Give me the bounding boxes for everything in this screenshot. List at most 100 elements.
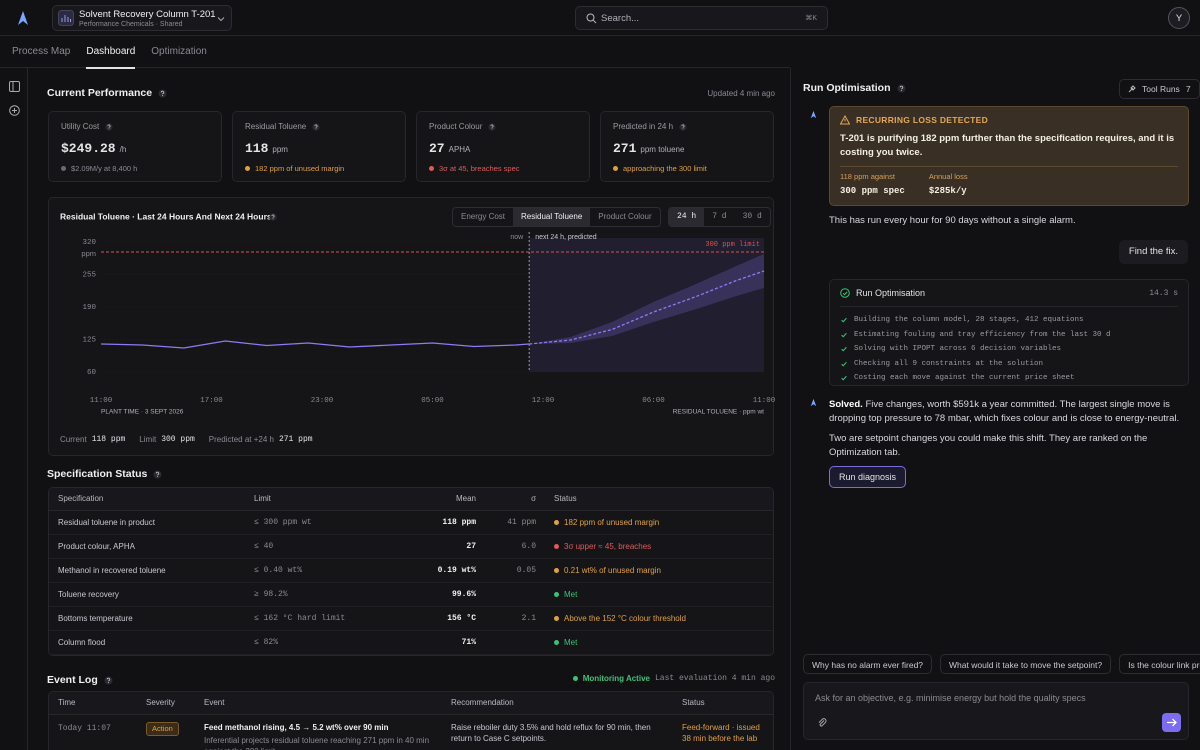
tool-runs[interactable]: Tool Runs 7 <box>1119 79 1200 99</box>
summary-label: Predicted at +24 h <box>208 435 274 444</box>
sigma-value: 0.05 <box>516 565 536 575</box>
summary-item: Predicted at +24 h 271 ppm <box>209 435 313 444</box>
chevron <box>217 17 225 22</box>
chart-card: Residual Toluene · Last 24 Hours And Nex… <box>48 197 775 456</box>
tool-card: Run Optimisation 14.3 s Building the col… <box>829 279 1189 386</box>
toggle[interactable]: Residual Toluene <box>513 208 591 226</box>
y-tick-label: 255 <box>82 271 96 279</box>
kpi-value: 27 APHA <box>429 141 577 156</box>
help-icon[interactable] <box>104 676 113 685</box>
send-button[interactable] <box>1162 713 1181 732</box>
spec-status: 0.21 wt% of unused margin <box>545 558 773 583</box>
spec-status: 3σ upper ≈ 45, breaches <box>545 534 773 559</box>
status-text: 3σ upper ≈ 45, breaches <box>564 541 652 551</box>
tool-runs-label: Tool Runs <box>1142 84 1180 94</box>
check-icon <box>840 374 848 382</box>
spec-mean: 99.6% <box>395 582 485 607</box>
range[interactable]: 7 d <box>712 212 727 221</box>
spec-name: Toluene recovery <box>49 582 245 607</box>
add-icon[interactable] <box>9 105 20 116</box>
spec-name: Bottoms temperature <box>49 606 245 631</box>
toggle[interactable]: Product Colour <box>598 212 652 221</box>
forecast-label: next 24 h, predicted <box>535 234 597 241</box>
suggestion[interactable]: Why has no alarm ever fired? <box>803 654 933 674</box>
data-line <box>100 340 530 349</box>
kpi-unit: ppm <box>272 145 288 154</box>
attach-icon[interactable] <box>817 717 827 728</box>
spec-row: Bottoms temperature ≤ 162 °C hard limit 15… <box>49 606 773 631</box>
spec-row: Methanol in recovered toluene ≤ 0.40 wt% 0… <box>49 558 773 583</box>
search-box[interactable]: Search... ⌘K <box>575 6 828 30</box>
section-title: Current Performance <box>47 87 167 99</box>
help-icon[interactable] <box>897 84 906 93</box>
forecast-band <box>529 254 764 344</box>
spec-name: Product colour, APHA <box>49 534 245 559</box>
spec-sigma <box>485 582 545 607</box>
spec-mean: 118 ppm <box>395 510 485 535</box>
alert-stat: Annual loss $285k/y <box>929 172 968 196</box>
tab[interactable]: Optimization <box>151 46 207 57</box>
suggestion[interactable]: What would it take to move the setpoint? <box>940 654 1112 674</box>
avatar[interactable]: Y <box>1168 7 1190 29</box>
help-icon[interactable] <box>158 89 167 98</box>
spec-limit: ≤ 300 ppm wt <box>245 510 395 535</box>
kpi-unit: APHA <box>448 145 471 154</box>
toggle[interactable]: Energy Cost <box>461 212 506 221</box>
y-unit: ppm <box>81 249 96 258</box>
spec-limit: ≤ 0.40 wt% <box>245 558 395 583</box>
chart-summary: Current 118 ppm Limit 300 ppm Predicted at +… <box>60 435 313 444</box>
y-tick-label: 320 <box>82 239 96 247</box>
sigma-value: 41 ppm <box>507 517 536 527</box>
stat-label: Annual loss <box>928 172 968 181</box>
tool-header: Run Optimisation 14.3 s <box>840 288 1178 298</box>
chat-input[interactable]: Ask for an objective, e.g. minimise ener… <box>803 682 1189 740</box>
stat-value: $285k/y <box>928 186 967 196</box>
project-selector[interactable]: Solvent Recovery Column T-201 Performanc… <box>52 5 232 31</box>
range[interactable]: 30 d <box>742 212 762 221</box>
panel-icon[interactable] <box>9 81 20 92</box>
spec-sigma: 0.05 <box>485 558 545 583</box>
event-event: Feed methanol rising, 4.5 → 5.2 wt% over… <box>195 714 442 750</box>
x-tick-label: 11:00 <box>753 397 775 405</box>
range-toggle: 24 h 7 d 30 d <box>668 207 771 227</box>
result-text: Five changes, worth $591k a year committ… <box>829 399 1180 424</box>
event-row: Today 11:07 Action Feed methanol rising, 4… <box>49 714 773 750</box>
kpi-note: approaching the 300 limit <box>613 164 761 173</box>
alert-stats: 118 ppm against 300 ppm spec Annual loss $2… <box>840 172 1178 196</box>
spec-name: Methanol in recovered toluene <box>49 558 245 583</box>
spec-table: Specification Limit Mean σ Status Residual to… <box>48 487 774 656</box>
step-text: Estimating fouling and tray efficiency f… <box>854 330 1111 339</box>
status: 3σ upper ≈ 45, breaches <box>554 542 764 551</box>
logo[interactable] <box>14 9 32 27</box>
spec-row: Product colour, APHA ≤ 40 27 6.0 3σ upper ≈ … <box>49 534 773 559</box>
check-icon <box>840 345 848 353</box>
diagnosis-button[interactable]: Run diagnosis <box>829 466 907 488</box>
kpi-value: 118 ppm <box>245 141 393 156</box>
events-title: Event Log <box>47 674 98 686</box>
tab[interactable]: Dashboard <box>86 36 135 69</box>
help-icon[interactable] <box>679 123 687 131</box>
help-icon[interactable] <box>269 213 277 221</box>
chart: Residual Toluene · Last 24 Hours And Nex… <box>60 211 775 415</box>
help-icon[interactable] <box>488 123 496 131</box>
tool-icon <box>1128 85 1136 93</box>
tab-bar: Process Map Dashboard Optimization <box>0 36 790 69</box>
event-recommendation: Raise reboiler duty 3.5% and hold reflux… <box>442 714 673 750</box>
spec-limit: ≤ 82% <box>245 630 395 655</box>
assistant-title: Run Optimisation <box>803 82 891 94</box>
help-icon[interactable] <box>105 123 113 131</box>
spec-sigma: 6.0 <box>485 534 545 559</box>
monitoring-label: Monitoring Active <box>582 674 650 683</box>
kpi-card: Residual Toluene 118 ppm 182 ppm of unused … <box>232 111 406 182</box>
spec-sigma: 41 ppm <box>485 510 545 535</box>
help-icon[interactable] <box>312 123 320 131</box>
tab[interactable]: Process Map <box>12 46 71 57</box>
suggestion[interactable]: Is the colour link proven? <box>1119 654 1200 674</box>
help-icon[interactable] <box>153 470 162 479</box>
alert-text: T-201 is purifying 182 ppm further than … <box>840 133 1175 158</box>
spec-status: Above the 152 °C colour threshold <box>545 606 773 631</box>
kpi-label-text: Predicted in 24 h <box>613 122 674 131</box>
column-header: Time <box>49 692 137 715</box>
status: Met <box>554 638 764 647</box>
range[interactable]: 24 h <box>669 208 705 226</box>
